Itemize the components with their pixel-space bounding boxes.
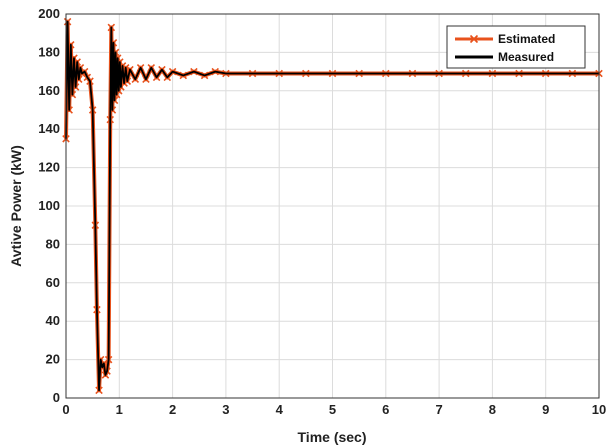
x-axis-label: Time (sec) xyxy=(298,429,367,445)
y-tick-label: 80 xyxy=(46,236,60,251)
x-tick-label: 9 xyxy=(542,402,549,417)
y-tick-label: 120 xyxy=(38,160,60,175)
x-tick-label: 4 xyxy=(276,402,284,417)
y-tick-label: 20 xyxy=(46,352,60,367)
x-tick-label: 5 xyxy=(329,402,336,417)
x-tick-label: 3 xyxy=(222,402,229,417)
legend-estimated-marker xyxy=(469,34,479,44)
plot-frame xyxy=(65,13,600,399)
legend-estimated-label: Estimated xyxy=(498,32,555,46)
x-tick-labels: 0 1 2 3 4 5 6 7 8 9 10 xyxy=(62,402,606,417)
y-tick-label: 40 xyxy=(46,313,60,328)
x-tick-label: 10 xyxy=(592,402,606,417)
y-axis-label: Avtive Power (kW) xyxy=(8,145,24,267)
x-tick-label: 6 xyxy=(382,402,389,417)
x-tick-label: 2 xyxy=(169,402,176,417)
y-tick-label: 100 xyxy=(38,198,60,213)
y-tick-label: 160 xyxy=(38,83,60,98)
y-tick-labels: 0 20 40 60 80 100 120 140 160 180 200 xyxy=(38,6,60,405)
legend-measured-label: Measured xyxy=(498,50,554,64)
series-layer xyxy=(62,17,603,395)
legend-box xyxy=(446,25,586,69)
y-tick-label: 140 xyxy=(38,121,60,136)
y-tick-label: 0 xyxy=(53,390,60,405)
x-tick-label: 1 xyxy=(116,402,123,417)
x-tick-label: 8 xyxy=(489,402,496,417)
x-tick-label: 7 xyxy=(435,402,442,417)
y-tick-label: 180 xyxy=(38,44,60,59)
y-tick-label: 60 xyxy=(46,275,60,290)
series-measured-line xyxy=(65,20,599,392)
legend: Estimated Measured xyxy=(446,25,586,69)
x-tick-label: 0 xyxy=(62,402,69,417)
y-tick-label: 200 xyxy=(38,6,60,21)
